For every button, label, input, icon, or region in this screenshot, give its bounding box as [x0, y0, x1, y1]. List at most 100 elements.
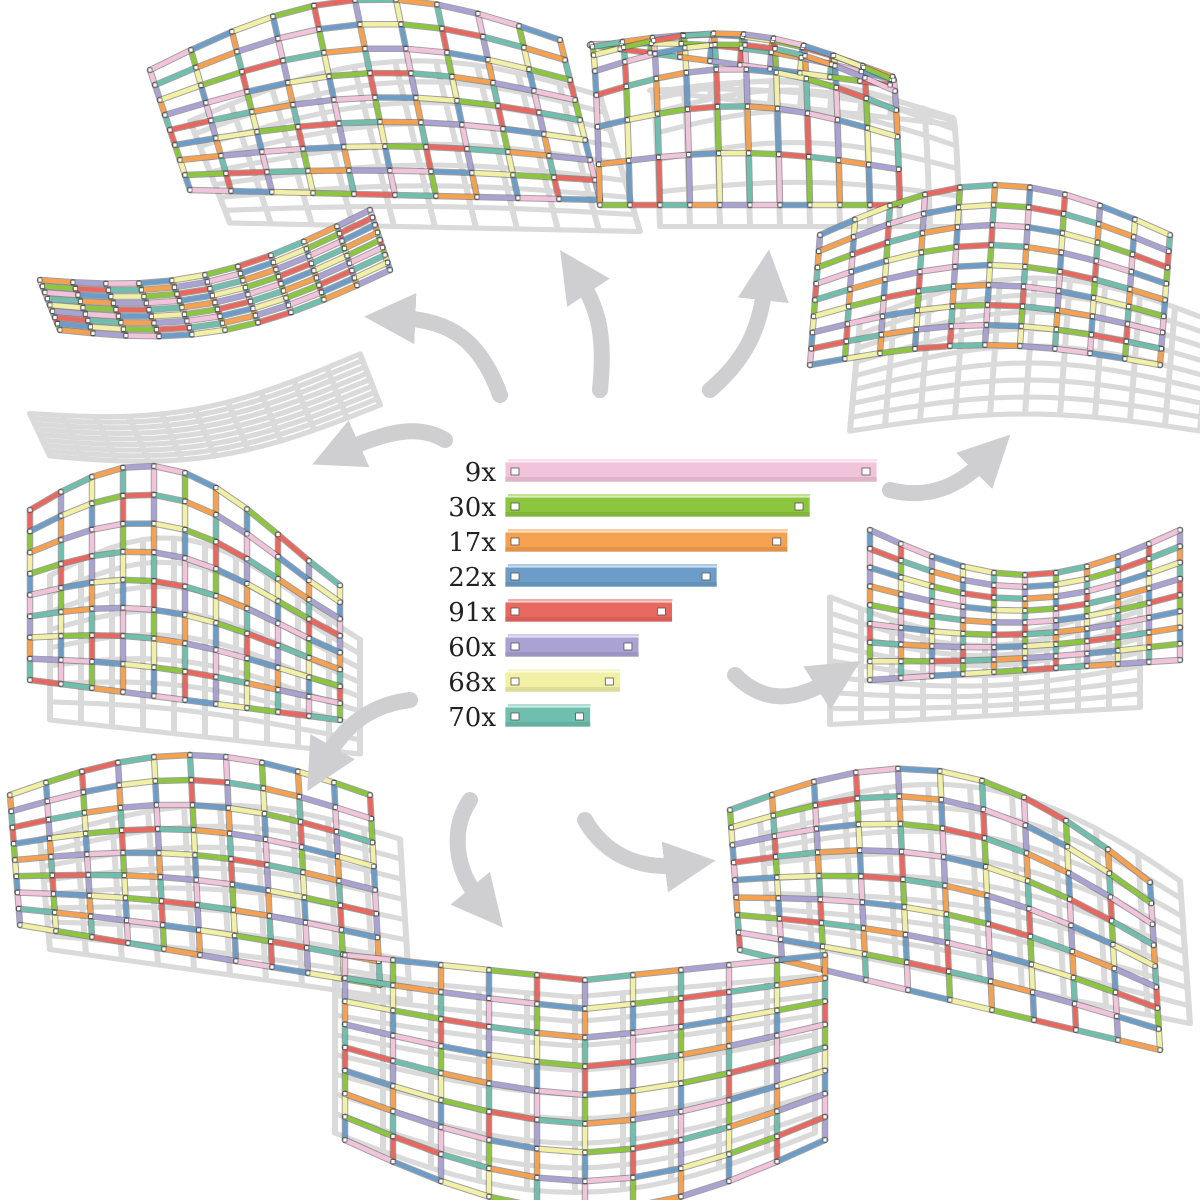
beam-joint	[562, 57, 568, 63]
beam-joint	[281, 288, 286, 294]
beam-joint	[16, 906, 22, 912]
beam-joint	[1115, 634, 1121, 640]
beam-segment	[594, 84, 629, 98]
beam-segment	[303, 920, 344, 933]
beam-segment	[546, 153, 557, 180]
beam-segment	[946, 969, 953, 1003]
beam-segment	[900, 877, 907, 910]
beam-joint	[627, 202, 633, 208]
beam-segment	[27, 633, 64, 640]
beam-joint	[1061, 211, 1067, 217]
beam-joint	[113, 307, 119, 312]
beam-joint	[413, 95, 419, 101]
beam-joint	[337, 717, 343, 723]
beam-joint	[213, 512, 219, 518]
beam-bar-shade	[505, 477, 877, 482]
beam-joint	[956, 204, 962, 210]
beam-segment	[809, 339, 849, 352]
beam-segment	[1065, 844, 1071, 876]
beam-joint	[867, 677, 873, 683]
beam-joint	[857, 78, 863, 84]
beam-joint	[296, 794, 302, 799]
beam-segment	[372, 95, 383, 125]
beam-segment	[117, 778, 158, 788]
legend-row: 17x	[448, 528, 789, 558]
beam-joint	[111, 300, 116, 306]
beam-segment	[231, 907, 238, 938]
beam-segment	[1115, 644, 1152, 653]
beam-joint	[390, 1083, 396, 1089]
beam-joint	[27, 550, 33, 555]
beam-segment	[857, 848, 864, 879]
beam-joint	[1060, 230, 1065, 236]
beam-joint	[815, 265, 820, 270]
beam-segment	[248, 288, 286, 304]
beam-segment	[678, 1151, 732, 1171]
beam-joint	[1071, 975, 1076, 980]
beam-segment	[352, 260, 390, 281]
beam-segment	[14, 873, 55, 879]
beam-segment	[772, 826, 819, 839]
beam-segment	[299, 844, 306, 875]
beam-joint	[486, 1194, 492, 1199]
beam-segment	[797, 70, 833, 80]
beam-joint	[177, 298, 182, 304]
beam-joint	[678, 1081, 684, 1086]
beam-joint	[678, 1194, 684, 1199]
beam-joint	[678, 996, 684, 1001]
beam-segment	[278, 268, 317, 287]
beam-joint	[851, 234, 857, 240]
beam-segment	[299, 844, 341, 859]
beam-segment	[929, 569, 966, 583]
beam-joint	[1067, 896, 1073, 902]
beam-joint	[342, 952, 348, 958]
beam-segment	[727, 792, 775, 813]
beam-segment	[438, 1151, 492, 1171]
beam-joint	[232, 933, 238, 938]
beam-segment	[335, 854, 377, 869]
beam-segment	[306, 597, 343, 622]
beam-segment	[172, 279, 210, 290]
beam-segment	[342, 1091, 396, 1114]
beam-joint	[867, 202, 873, 208]
beam-joint	[1090, 314, 1095, 319]
beam-joint	[309, 261, 314, 266]
beam-joint	[306, 597, 312, 602]
beam-segment	[835, 117, 842, 163]
beam-joint	[892, 88, 898, 94]
beam-segment	[51, 891, 92, 898]
beam-joint	[1063, 818, 1069, 823]
beam-segment	[835, 117, 870, 131]
beam-segment	[1115, 659, 1152, 667]
beam-segment	[390, 1008, 444, 1022]
beam-joint	[449, 74, 455, 79]
beam-joint	[89, 685, 95, 691]
beam-joint	[1158, 346, 1164, 352]
beam-segment	[1113, 990, 1120, 1019]
beam-segment	[151, 318, 190, 326]
beam-segment	[172, 135, 219, 148]
beam-segment	[1115, 571, 1152, 586]
beam-segment	[531, 88, 542, 115]
beam-segment	[774, 70, 780, 111]
beam-joint	[726, 1178, 732, 1184]
beam-segment	[306, 238, 345, 259]
beam-segment	[684, 67, 719, 75]
beam-joint	[941, 854, 947, 860]
beam-segment	[480, 34, 491, 63]
beam-joint	[735, 912, 740, 918]
beam-segment	[716, 150, 723, 208]
beam-segment	[259, 146, 306, 155]
beam-joint	[408, 71, 414, 76]
beam-joint	[593, 92, 599, 98]
beam-segment	[215, 299, 253, 312]
beam-segment	[816, 234, 857, 254]
beam-joint	[630, 1146, 636, 1151]
beam-segment	[1115, 630, 1152, 640]
beam-segment	[390, 1083, 444, 1103]
shadow-beam	[34, 370, 371, 436]
beam-segment	[1084, 621, 1121, 631]
beam-segment	[367, 70, 378, 100]
beam-joint	[119, 827, 125, 833]
beam-segment	[898, 608, 935, 619]
